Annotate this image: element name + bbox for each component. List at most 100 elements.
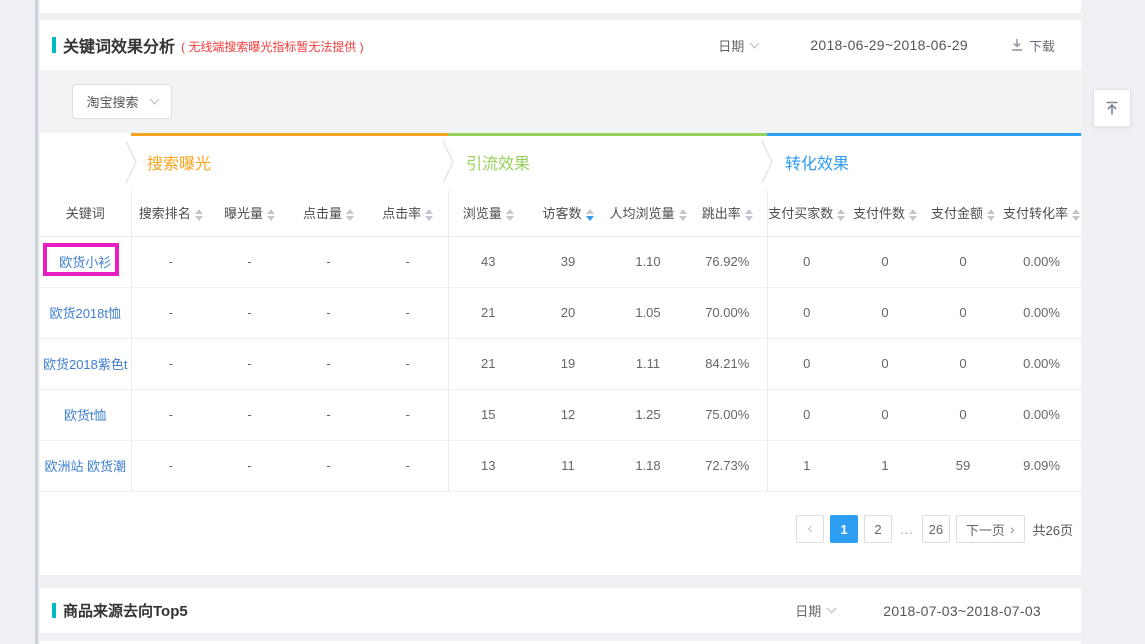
table-cell: 0 (767, 338, 846, 390)
table-cell: - (210, 440, 289, 492)
keyword-link[interactable]: 欧货小衫 (59, 255, 112, 270)
next-page-label: 下一页 (965, 522, 1005, 538)
table-cell: 0.00% (1002, 338, 1081, 390)
table-cell: - (289, 440, 368, 492)
table-cell: 1.18 (608, 440, 688, 492)
page-number: 1 (840, 521, 848, 537)
pagination-page-2[interactable]: 2 (864, 515, 892, 543)
date-dropdown[interactable]: 日期 (795, 601, 837, 620)
table-cell: - (368, 338, 449, 390)
table-cell: 1 (767, 440, 846, 492)
sort-icon (346, 208, 354, 221)
sort-col-ctr[interactable]: 点击率 (368, 190, 449, 237)
pagination-total-pages: 共26页 (1032, 522, 1073, 538)
table-cell: - (210, 338, 289, 390)
sort-col-search-rank[interactable]: 搜索排名 (131, 190, 210, 237)
sort-col-pay-items[interactable]: 支付件数 (846, 190, 924, 237)
keyword-link[interactable]: 欧货t恤 (63, 408, 107, 423)
left-scroll-divider (35, 0, 38, 644)
group-separator-chevron (125, 140, 137, 184)
table-cell: - (368, 287, 449, 339)
sort-col-pay-conversion[interactable]: 支付转化率 (1002, 190, 1081, 237)
keyword-cell: 欧货t恤 (40, 389, 132, 441)
next-content-strip (40, 641, 1081, 644)
sort-col-pay-buyers[interactable]: 支付买家数 (767, 190, 846, 237)
keyword-cell: 欧货小衫 (40, 236, 132, 288)
table-cell: 11 (528, 440, 608, 492)
column-label: 点击量 (302, 206, 342, 222)
keyword-table: 关键词 搜索排名 曝光量 点击量 点击率 浏览量 访客数 人均浏览量 跳出率 支… (40, 190, 1081, 492)
table-cell: 43 (448, 236, 528, 288)
table-row: 欧货小衫 - - - - 43 39 1.10 76.92% 0 0 0 0.0… (40, 236, 1081, 288)
sort-col-pay-amount[interactable]: 支付金额 (924, 190, 1002, 237)
title-accent-bar (52, 37, 56, 53)
sort-icon (987, 208, 995, 221)
page-number: 26 (928, 521, 944, 537)
channel-select-value: 淘宝搜索 (86, 95, 139, 110)
pagination-page-26[interactable]: 26 (921, 515, 950, 543)
column-label: 点击率 (382, 206, 422, 222)
sort-col-exposure[interactable]: 曝光量 (210, 190, 289, 237)
table-cell: - (368, 236, 449, 288)
sort-icon (425, 208, 434, 221)
keyword-link[interactable]: 欧洲站 欧货潮 (44, 459, 127, 474)
back-to-top-button[interactable] (1093, 89, 1131, 127)
page-number: 2 (874, 521, 882, 537)
sort-icon (1072, 208, 1080, 221)
date-dropdown[interactable]: 日期 (718, 36, 760, 55)
table-cell: 76.92% (688, 236, 768, 288)
pagination-ellipsis: ... (900, 521, 914, 537)
group-bar-search (131, 133, 448, 136)
chevron-left-icon: ‹ (807, 520, 813, 537)
download-button[interactable]: 下载 (1010, 36, 1055, 55)
table-cell: 1.25 (608, 389, 688, 441)
pagination-page-1[interactable]: 1 (830, 515, 858, 543)
col-header-keyword: 关键词 (40, 190, 132, 237)
table-cell: - (131, 389, 210, 441)
table-cell: 39 (528, 236, 608, 288)
group-title-search-exposure: 搜索曝光 (147, 155, 212, 173)
table-row: 欧货t恤 - - - - 15 12 1.25 75.00% 0 0 0 0.0… (40, 389, 1081, 441)
header-right-controls: 日期 2018-06-29~2018-06-29 下载 (718, 36, 1055, 55)
keyword-cell: 欧货2018t恤 (40, 287, 132, 339)
group-bar-traffic (448, 133, 767, 136)
chevron-down-icon (749, 38, 760, 48)
table-cell: 0.00% (1002, 389, 1081, 441)
table-cell: - (131, 236, 210, 288)
sort-col-views-per-visitor[interactable]: 人均浏览量 (608, 190, 688, 237)
table-cell: 15 (448, 389, 528, 441)
product-source-card: 商品来源去向Top5 日期 2018-07-03~2018-07-03 (40, 588, 1081, 633)
table-header-row: 关键词 搜索排名 曝光量 点击量 点击率 浏览量 访客数 人均浏览量 跳出率 支… (40, 190, 1081, 237)
table-cell: 0 (846, 287, 924, 339)
pagination-prev-button[interactable]: ‹ (796, 515, 824, 543)
sort-col-visitors[interactable]: 访客数 (528, 190, 608, 237)
sort-col-pageviews[interactable]: 浏览量 (448, 190, 528, 237)
column-label: 人均浏览量 (609, 206, 675, 222)
date-dropdown-label: 日期 (718, 38, 745, 54)
sort-col-bounce-rate[interactable]: 跳出率 (688, 190, 768, 237)
column-label: 支付金额 (930, 206, 983, 222)
table-cell: 72.73% (688, 440, 768, 492)
table-cell: - (289, 389, 368, 441)
keyword-link[interactable]: 欧货2018t恤 (49, 306, 122, 321)
sort-icon (678, 208, 687, 221)
table-cell: - (289, 287, 368, 339)
column-label: 支付买家数 (768, 206, 834, 222)
pagination: ‹ 1 2 ... 26 下一页 › 共26页 (796, 515, 1073, 543)
table-cell: - (289, 338, 368, 390)
table-cell: 0 (767, 287, 846, 339)
download-label: 下载 (1028, 38, 1055, 54)
table-cell: 59 (924, 440, 1002, 492)
sort-col-clicks[interactable]: 点击量 (289, 190, 368, 237)
keyword-link[interactable]: 欧货2018紫色t (42, 357, 128, 372)
channel-select[interactable]: 淘宝搜索 (72, 84, 172, 119)
group-separator-chevron (761, 140, 773, 184)
group-title-traffic-effect: 引流效果 (466, 155, 531, 173)
group-bar-conversion (767, 133, 1081, 136)
table-cell: 0.00% (1002, 236, 1081, 288)
column-label: 支付件数 (852, 206, 905, 222)
table-cell: 1.10 (608, 236, 688, 288)
filter-toolbar: 淘宝搜索 (40, 70, 1081, 133)
pagination-next-button[interactable]: 下一页 › (955, 515, 1025, 543)
sort-icon-active-desc (585, 208, 594, 221)
